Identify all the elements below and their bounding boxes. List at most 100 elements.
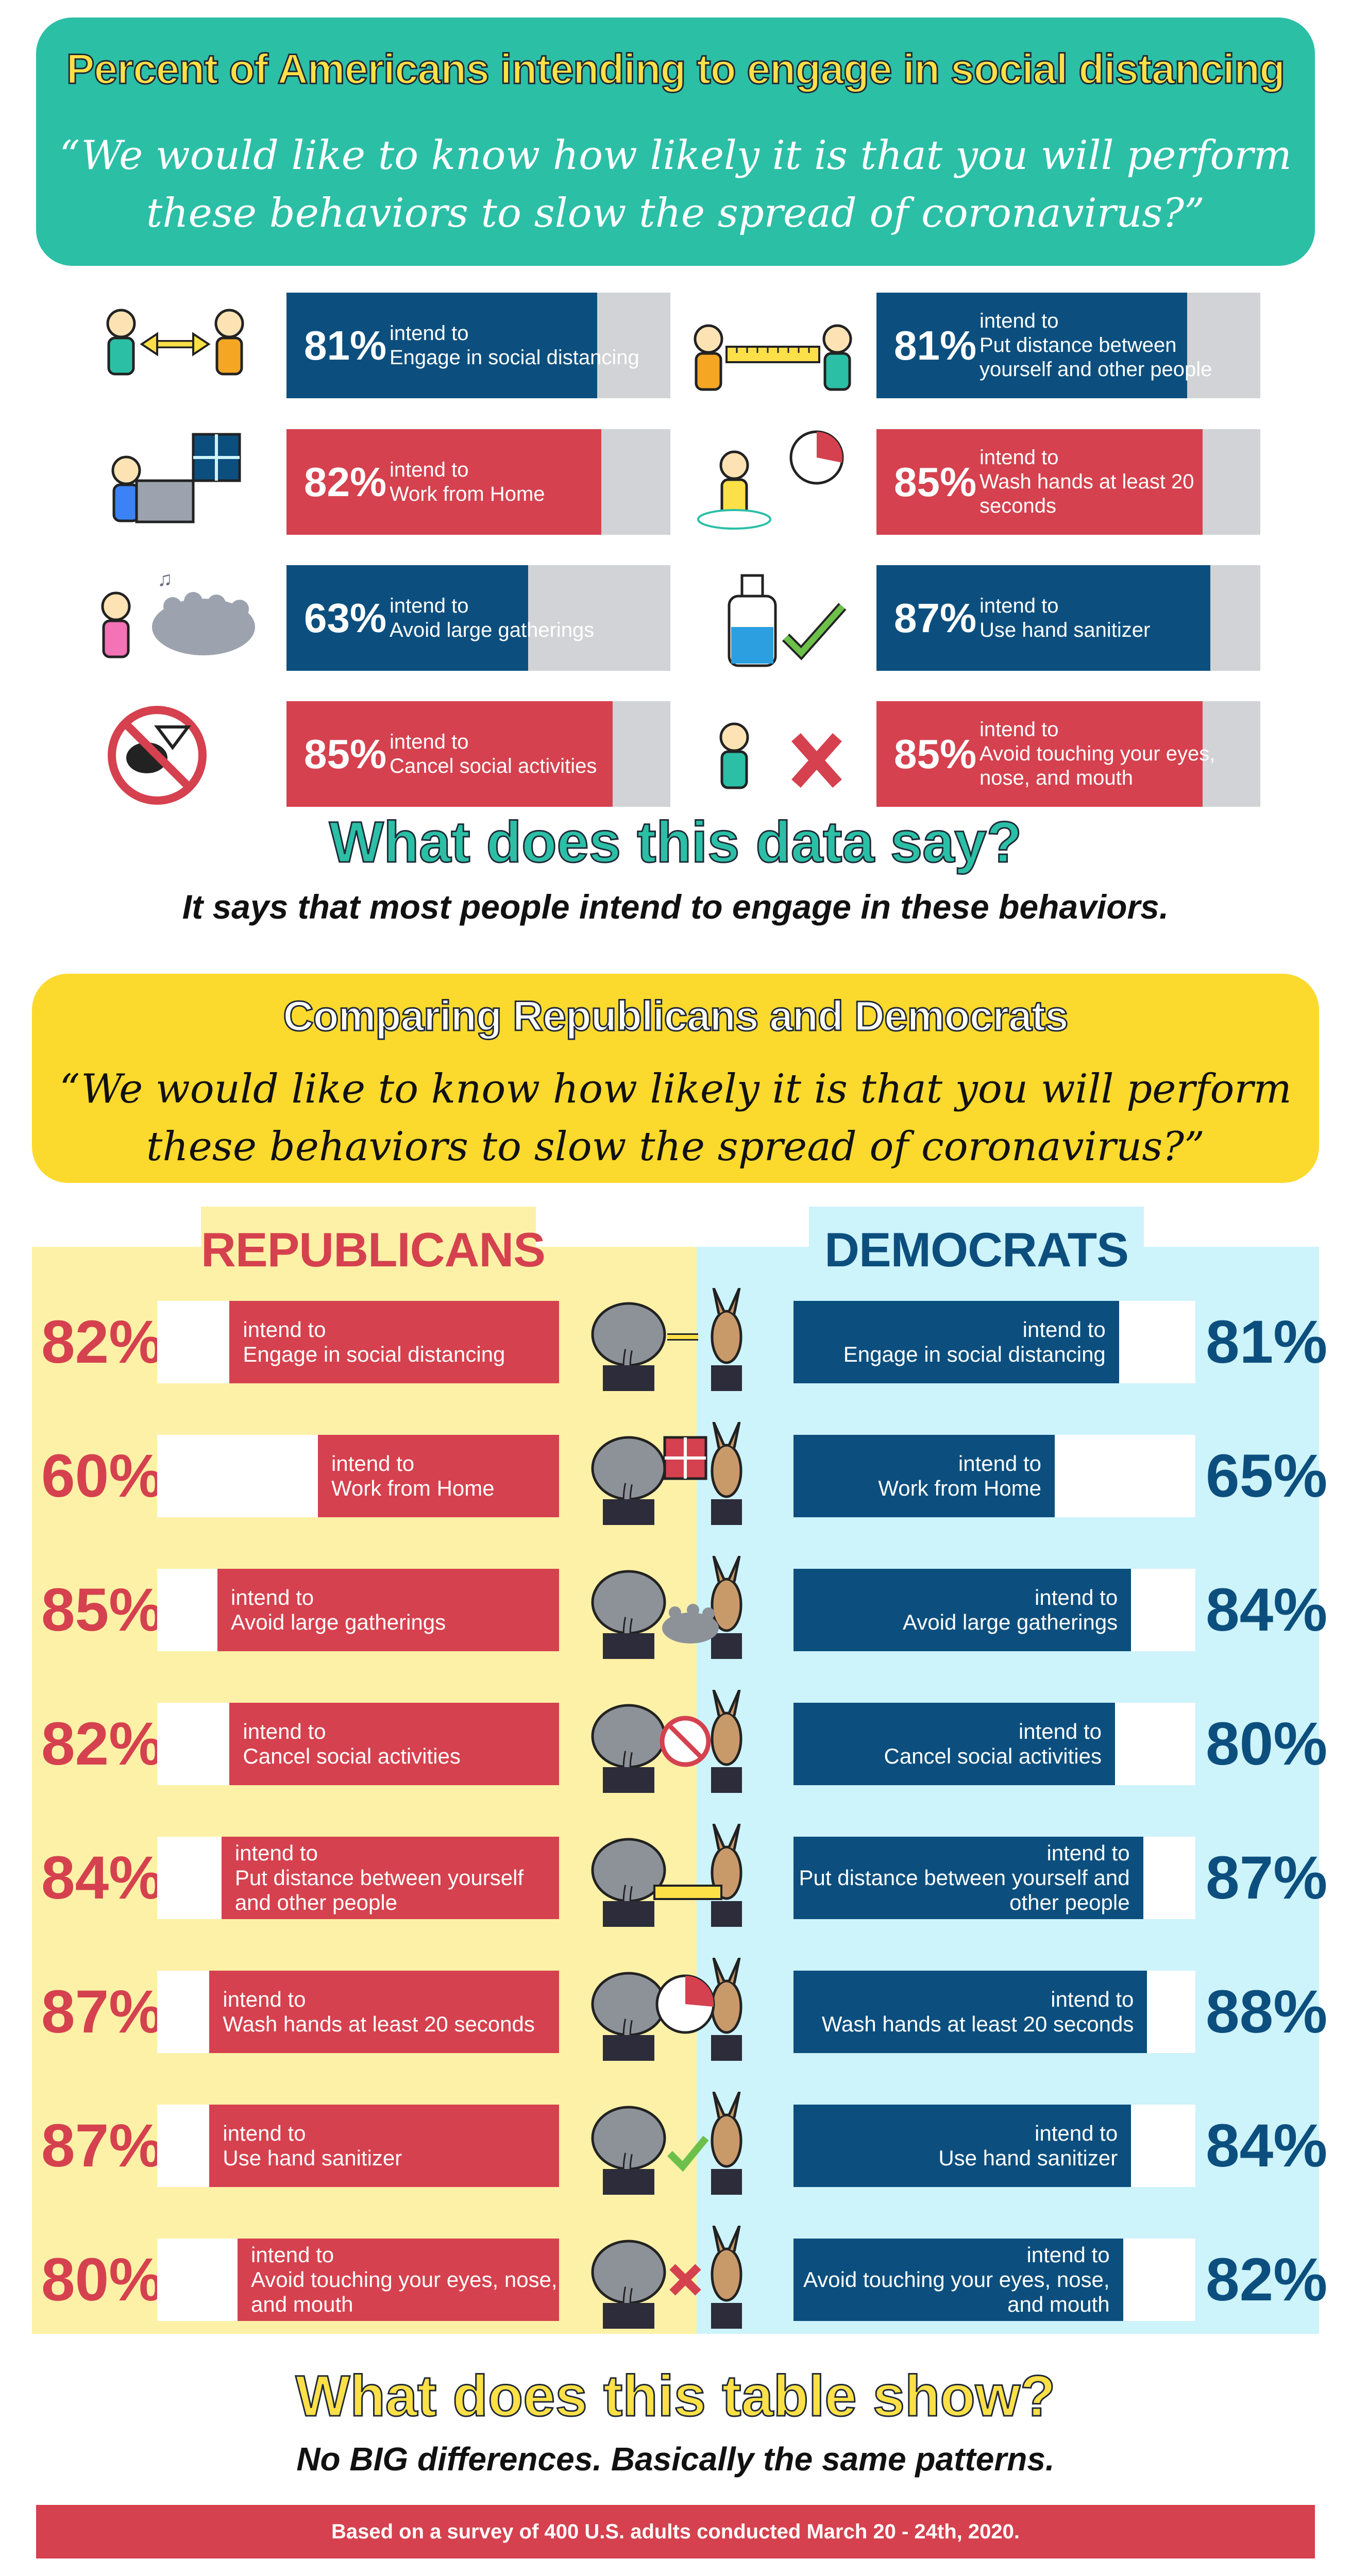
democrat-bar-track: intend to Engage in social distancing: [793, 1301, 1195, 1383]
comparison-question: “We would like to know how likely it is …: [32, 1060, 1319, 1176]
takeaway-2-text: No BIG differences. Basically the same p…: [296, 2441, 1055, 2478]
republican-bar: intend to Put distance between yourself a…: [221, 1837, 559, 1919]
republican-value-label: 82%: [41, 1308, 163, 1376]
question-line-1: “We would like to know how likely it is …: [59, 132, 1292, 179]
overall-bar-value-label: 81%: [304, 323, 387, 368]
overall-title: Percent of Americans intending to engage…: [65, 45, 1286, 94]
behavior-label: Use hand sanitizer: [223, 2146, 402, 2170]
intend-to-prefix: intend to: [1022, 1317, 1106, 1342]
overall-bar-value-label: 85%: [894, 459, 977, 505]
democrat-bar-track: intend to Wash hands at least 20 seconds: [793, 1971, 1195, 2053]
no-face-touch-icon: [688, 701, 858, 807]
republican-bar-track: intend to Wash hands at least 20 seconds: [157, 1971, 559, 2053]
intend-to-prefix: intend to: [1026, 2243, 1110, 2267]
intend-to-prefix: intend to: [980, 310, 1059, 332]
question-line-1: “We would like to know how likely it is …: [59, 1066, 1292, 1112]
overall-bar-value-label: 87%: [894, 595, 977, 641]
republican-bar-track: intend to Use hand sanitizer: [157, 2105, 559, 2187]
behavior-label: Work from Home: [390, 482, 545, 505]
democrat-bar: intend to Avoid large gatherings: [793, 1569, 1132, 1651]
overall-bar-category-label: intend to Avoid touching your eyes, nose,…: [980, 701, 1253, 807]
intend-to-prefix: intend to: [331, 1451, 415, 1476]
intend-to-prefix: intend to: [980, 594, 1059, 617]
crowd-icon: ♫: [90, 565, 260, 671]
overall-bar-value-label: 85%: [894, 731, 977, 777]
democrat-bar: intend to Use hand sanitizer: [793, 2105, 1132, 2187]
behavior-label: Avoid large gatherings: [390, 618, 595, 641]
democrat-bar: intend to Cancel social activities: [793, 1703, 1115, 1785]
democrat-bar: intend to Avoid touching your eyes, nose,…: [793, 2239, 1123, 2321]
republican-value-label: 85%: [41, 1576, 163, 1644]
republican-value-label: 87%: [41, 2112, 163, 2180]
democrats-tab: [809, 1207, 1144, 1284]
behavior-label: Use hand sanitizer: [980, 618, 1151, 641]
arrow-icon: [520, 1287, 830, 1391]
intend-to-prefix: intend to: [390, 730, 469, 753]
crowd-icon: [520, 1555, 830, 1659]
intend-to-prefix: intend to: [1051, 1987, 1134, 2011]
ruler-distance-icon: [688, 293, 858, 398]
overall-bar: [286, 565, 529, 671]
overall-bar-category-label: intend to Cancel social activities: [390, 701, 663, 807]
overall-bar-category-label: intend to Engage in social distancing: [390, 293, 663, 398]
behavior-label: Avoid large gatherings: [231, 1610, 446, 1634]
behavior-label: Cancel social activities: [243, 1744, 461, 1768]
republican-value-label: 84%: [41, 1844, 163, 1912]
overall-bar-track: 63% intend to Avoid large gatherings: [286, 565, 670, 671]
intend-to-prefix: intend to: [958, 1451, 1041, 1476]
question-line-2: these behaviors to slow the spread of co…: [146, 190, 1205, 236]
overall-bar-track: 85% intend to Cancel social activities: [286, 701, 670, 807]
democrat-value-label: 88%: [1206, 1978, 1328, 2046]
democrat-value-label: 82%: [1206, 2246, 1328, 2314]
no-party-icon: [90, 701, 260, 807]
behavior-label: Avoid large gatherings: [903, 1610, 1118, 1634]
overall-bar-category-label: intend to Wash hands at least 20 seconds: [980, 429, 1253, 535]
republican-bar: intend to Use hand sanitizer: [209, 2105, 559, 2187]
overall-bar-track: 82% intend to Work from Home: [286, 429, 670, 535]
behavior-label: Engage in social distancing: [390, 346, 639, 369]
overall-bar-category-label: intend to Avoid large gatherings: [390, 565, 663, 671]
democrat-value-label: 84%: [1206, 1576, 1328, 1644]
republican-bar: intend to Engage in social distancing: [229, 1301, 559, 1383]
behavior-label: Engage in social distancing: [243, 1342, 505, 1366]
democrat-bar: intend to Put distance between yourself a…: [793, 1837, 1143, 1919]
overall-bar-category-label: intend to Work from Home: [390, 429, 663, 535]
behavior-label: Avoid touching your eyes, nose, and mout…: [251, 2267, 558, 2316]
behavior-label: Work from Home: [331, 1476, 495, 1500]
intend-to-prefix: intend to: [390, 594, 469, 617]
republican-value-label: 82%: [41, 1710, 163, 1778]
republican-value-label: 60%: [41, 1442, 163, 1510]
behavior-label: Put distance between yourself and other …: [799, 1866, 1130, 1914]
overall-bar: [876, 565, 1211, 671]
democrat-bar: intend to Wash hands at least 20 seconds: [793, 1971, 1147, 2053]
cross-icon: [520, 2225, 830, 2329]
republican-bar-track: intend to Cancel social activities: [157, 1703, 559, 1785]
democrat-value-label: 81%: [1206, 1308, 1328, 1376]
behavior-label: Work from Home: [878, 1476, 1041, 1500]
republican-bar: intend to Cancel social activities: [229, 1703, 559, 1785]
overall-bar-track: 85% intend to Wash hands at least 20 secon…: [876, 429, 1260, 535]
republican-bar-track: intend to Work from Home: [157, 1435, 559, 1517]
republican-bar-track: intend to Avoid touching your eyes, nose,…: [157, 2239, 559, 2321]
democrat-bar-track: intend to Cancel social activities: [793, 1703, 1195, 1785]
behavior-label: Wash hands at least 20 seconds: [223, 2012, 535, 2036]
intend-to-prefix: intend to: [234, 1841, 318, 1865]
overall-question: “We would like to know how likely it is …: [36, 127, 1315, 242]
intend-to-prefix: intend to: [251, 2243, 334, 2267]
republicans-tab: [201, 1207, 536, 1284]
takeaway-2-title: What does this table show?: [295, 2363, 1056, 2429]
democrat-bar: intend to Work from Home: [793, 1435, 1055, 1517]
democrat-bar-track: intend to Work from Home: [793, 1435, 1195, 1517]
sanitizer-check-icon: [520, 2091, 830, 2195]
republican-bar: intend to Work from Home: [318, 1435, 559, 1517]
intend-to-prefix: intend to: [1035, 1585, 1118, 1609]
behavior-label: Engage in social distancing: [843, 1342, 1106, 1366]
behavior-label: Use hand sanitizer: [938, 2146, 1118, 2170]
overall-bar: [876, 293, 1188, 398]
overall-bar-track: 85% intend to Avoid touching your eyes, no…: [876, 701, 1260, 807]
overall-header-panel: Percent of Americans intending to engage…: [36, 18, 1315, 266]
behavior-label: Put distance between yourself and other …: [234, 1866, 524, 1914]
question-line-2: these behaviors to slow the spread of co…: [146, 1124, 1205, 1170]
ruler-icon: [520, 1823, 830, 1927]
two-people-arrow-icon: [90, 293, 260, 398]
